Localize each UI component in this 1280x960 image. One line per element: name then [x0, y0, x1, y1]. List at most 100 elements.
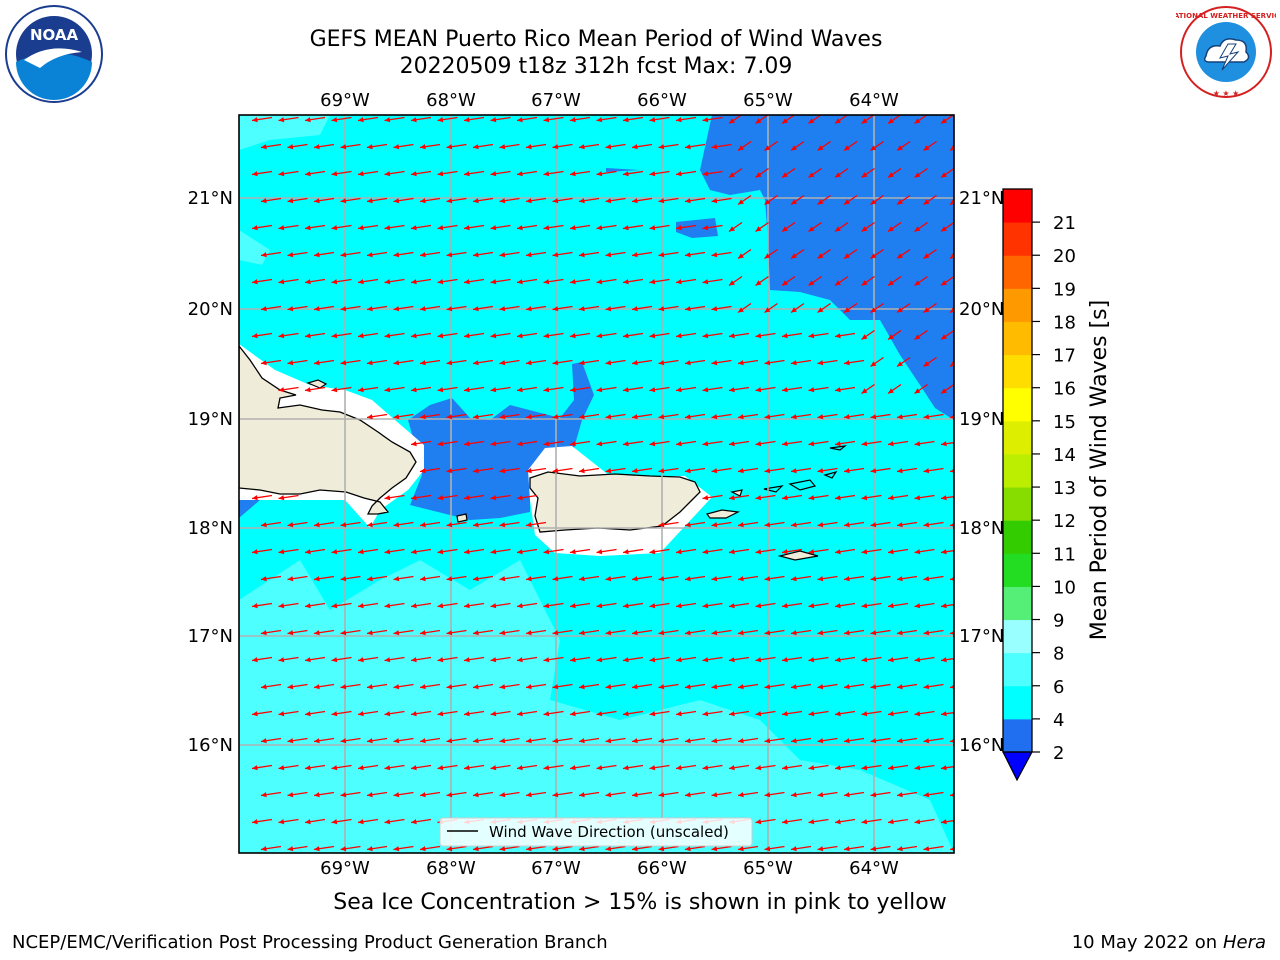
- wave-direction-arrowhead: [658, 576, 665, 582]
- wave-direction-arrowhead: [861, 441, 868, 447]
- wave-direction-arrowhead: [649, 603, 656, 609]
- wave-direction-arrowhead: [393, 630, 400, 636]
- wave-direction-arrowhead: [287, 360, 294, 366]
- wave-direction-arrowhead: [367, 360, 373, 366]
- wave-direction-arrowhead: [411, 225, 417, 231]
- wave-direction-arrowhead: [632, 468, 638, 474]
- wave-direction-arrowhead: [861, 657, 868, 663]
- wave-direction-arrowhead: [517, 441, 523, 447]
- wave-direction-arrowhead: [791, 738, 797, 744]
- colorbar: 2 4 6 8 9 10 11 12 13 14 15 16 17 18 19 20 21 Mean Perio…: [1002, 188, 1112, 782]
- wave-direction-arrowhead: [437, 333, 444, 339]
- wave-direction-arrowhead: [287, 630, 294, 636]
- wave-direction-arrowhead: [861, 549, 868, 555]
- wave-direction-arrowhead: [897, 522, 903, 528]
- wave-direction-arrowhead: [658, 252, 665, 258]
- wave-direction-arrowhead: [420, 414, 426, 420]
- colorbar-segment: [1003, 619, 1032, 654]
- wave-direction-arrowhead: [393, 846, 400, 852]
- wave-direction-arrowhead: [738, 414, 744, 420]
- wave-direction-arrowhead: [570, 711, 576, 717]
- wave-direction-arrowhead: [384, 225, 391, 231]
- colorbar-segment: [1003, 255, 1032, 289]
- wave-direction-arrowhead: [314, 252, 320, 258]
- wave-direction-arrowhead: [305, 603, 311, 609]
- wave-direction-arrowhead: [261, 846, 267, 852]
- wave-direction-arrowhead: [358, 711, 364, 717]
- wave-direction-arrowhead: [287, 792, 294, 798]
- wave-direction-arrowhead: [579, 792, 585, 798]
- wave-direction-arrowhead: [464, 387, 470, 393]
- wave-direction-arrowhead: [791, 792, 797, 798]
- wave-direction-arrowhead: [808, 172, 815, 178]
- wave-direction-arrowhead: [755, 657, 762, 663]
- wave-direction-arrowhead: [711, 360, 718, 366]
- wave-direction-arrowhead: [596, 171, 603, 177]
- lat-label: 16°N: [188, 735, 233, 756]
- wave-direction-arrowhead: [287, 522, 294, 528]
- wave-direction-arrowhead: [261, 522, 267, 528]
- wave-direction-arrowhead: [393, 522, 400, 528]
- wave-direction-arrowhead: [420, 522, 426, 528]
- ocean-period-2-4: [676, 218, 718, 238]
- wave-direction-arrowhead: [623, 279, 629, 285]
- wave-direction-arrowhead: [791, 414, 797, 420]
- colorbar-tick-label: 4: [1053, 710, 1064, 731]
- wave-direction-arrowhead: [649, 333, 656, 339]
- wave-direction-arrowhead: [888, 765, 894, 771]
- wave-direction-arrowhead: [340, 630, 347, 636]
- wave-direction-arrowhead: [676, 387, 682, 393]
- wave-direction-arrowhead: [278, 765, 285, 771]
- wave-direction-arrowhead: [384, 333, 391, 339]
- wave-direction-arrowhead: [579, 468, 585, 474]
- wave-direction-arrowhead: [464, 279, 470, 285]
- wave-direction-arrowhead: [685, 522, 691, 528]
- wave-direction-arrowhead: [278, 333, 285, 339]
- wave-direction-arrowhead: [287, 252, 294, 258]
- wave-direction-arrowhead: [331, 279, 338, 285]
- wave-direction-arrowhead: [314, 792, 320, 798]
- wave-direction-arrowhead: [676, 117, 682, 123]
- wave-direction-arrowhead: [764, 360, 771, 366]
- wave-direction-arrowhead: [411, 495, 417, 501]
- wave-direction-arrowhead: [808, 333, 815, 339]
- wave-direction-arrowhead: [623, 765, 629, 771]
- wave-direction-arrowhead: [446, 468, 453, 474]
- wave-direction-arrowhead: [950, 738, 954, 743]
- wave-direction-arrowhead: [490, 117, 497, 123]
- wave-direction-arrowhead: [393, 576, 400, 582]
- wave-direction-arrowhead: [605, 306, 612, 312]
- colorbar-tick-label: 10: [1053, 577, 1076, 598]
- wave-direction-arrowhead: [490, 657, 497, 663]
- wave-direction-arrowhead: [261, 198, 267, 204]
- footer-date: 10 May 2022 on Hera: [1072, 932, 1266, 953]
- wave-direction-arrowhead: [870, 253, 877, 259]
- wave-direction-arrowhead: [305, 225, 311, 231]
- wave-direction-arrowhead: [420, 684, 426, 690]
- wave-direction-arrowhead: [552, 684, 559, 690]
- colorbar-segment: [1003, 354, 1032, 389]
- wave-direction-arrowhead: [941, 603, 947, 609]
- wave-direction-arrowhead: [658, 630, 665, 636]
- wave-direction-arrowhead: [861, 495, 868, 501]
- nws-logo-text: NATIONAL WEATHER SERVICE: [1176, 12, 1276, 20]
- wave-direction-arrowhead: [835, 711, 841, 717]
- svg-text:★ ★ ★: ★ ★ ★: [1213, 89, 1240, 98]
- lon-label: 68°W: [426, 90, 476, 111]
- lon-label: 69°W: [320, 858, 370, 879]
- lat-label: 17°N: [188, 626, 233, 647]
- wave-direction-arrowhead: [941, 711, 947, 717]
- wave-direction-arrowhead: [649, 441, 656, 447]
- wave-direction-arrowhead: [367, 630, 373, 636]
- wave-direction-arrowhead: [835, 441, 841, 447]
- wave-direction-arrowhead: [817, 576, 824, 582]
- wave-direction-arrowhead: [526, 252, 532, 258]
- wave-direction-arrowhead: [526, 144, 532, 150]
- wave-direction-arrowhead: [844, 738, 850, 744]
- wave-direction-arrowhead: [914, 441, 921, 447]
- wave-direction-arrowhead: [543, 333, 550, 339]
- wave-direction-arrowhead: [420, 360, 426, 366]
- wave-direction-arrowhead: [543, 225, 550, 231]
- wave-direction-arrowhead: [340, 360, 347, 366]
- wave-direction-arrowhead: [367, 522, 373, 528]
